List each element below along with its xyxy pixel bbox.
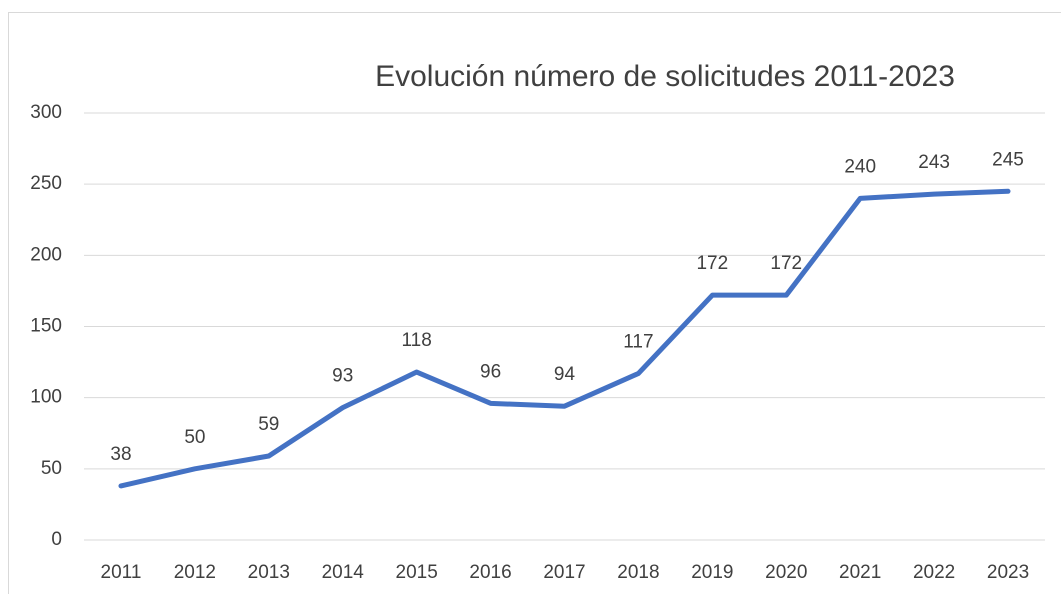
x-tick-label: 2018 [617,562,659,583]
x-tick-label: 2020 [765,562,807,583]
x-tick-label: 2013 [248,562,290,583]
data-label: 94 [554,364,576,385]
x-tick-label: 2016 [469,562,511,583]
y-tick-label: 200 [30,244,62,265]
data-label: 96 [480,361,501,382]
x-tick-label: 2011 [101,562,142,583]
data-line [118,188,1011,489]
data-label: 117 [623,331,653,352]
y-tick-label: 0 [51,529,62,550]
y-tick-label: 300 [30,102,62,123]
data-label: 172 [770,253,802,274]
chart-title: Evolución número de solicitudes 2011-202… [375,60,955,93]
data-label: 245 [992,149,1024,170]
data-label: 240 [844,156,876,177]
y-tick-label: 150 [30,316,62,337]
x-tick-label: 2012 [174,562,216,583]
data-label: 50 [184,427,205,448]
data-label: 93 [332,366,353,387]
x-tick-label: 2021 [839,562,881,583]
data-label: 38 [110,444,131,465]
x-tick-label: 2019 [691,562,733,583]
x-tick-label: 2015 [396,562,438,583]
data-label: 59 [258,414,279,435]
chart-border [8,12,1061,594]
y-tick-label: 250 [30,173,62,194]
y-tick-label: 50 [41,458,62,479]
data-label: 243 [918,152,950,173]
y-tick-label: 100 [30,387,62,408]
data-label: 172 [696,253,728,274]
data-label: 118 [402,330,432,351]
x-tick-label: 2017 [543,562,585,583]
x-tick-label: 2023 [987,562,1029,583]
x-tick-label: 2014 [322,562,365,583]
x-tick-label: 2022 [913,562,955,583]
